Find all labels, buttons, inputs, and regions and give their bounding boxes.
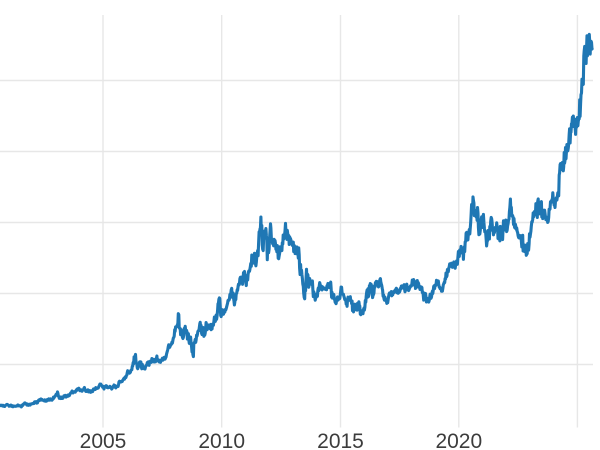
- svg-text:2010: 2010: [198, 430, 245, 450]
- svg-text:2005: 2005: [80, 430, 127, 450]
- svg-text:2015: 2015: [317, 430, 364, 450]
- svg-text:2020: 2020: [435, 430, 482, 450]
